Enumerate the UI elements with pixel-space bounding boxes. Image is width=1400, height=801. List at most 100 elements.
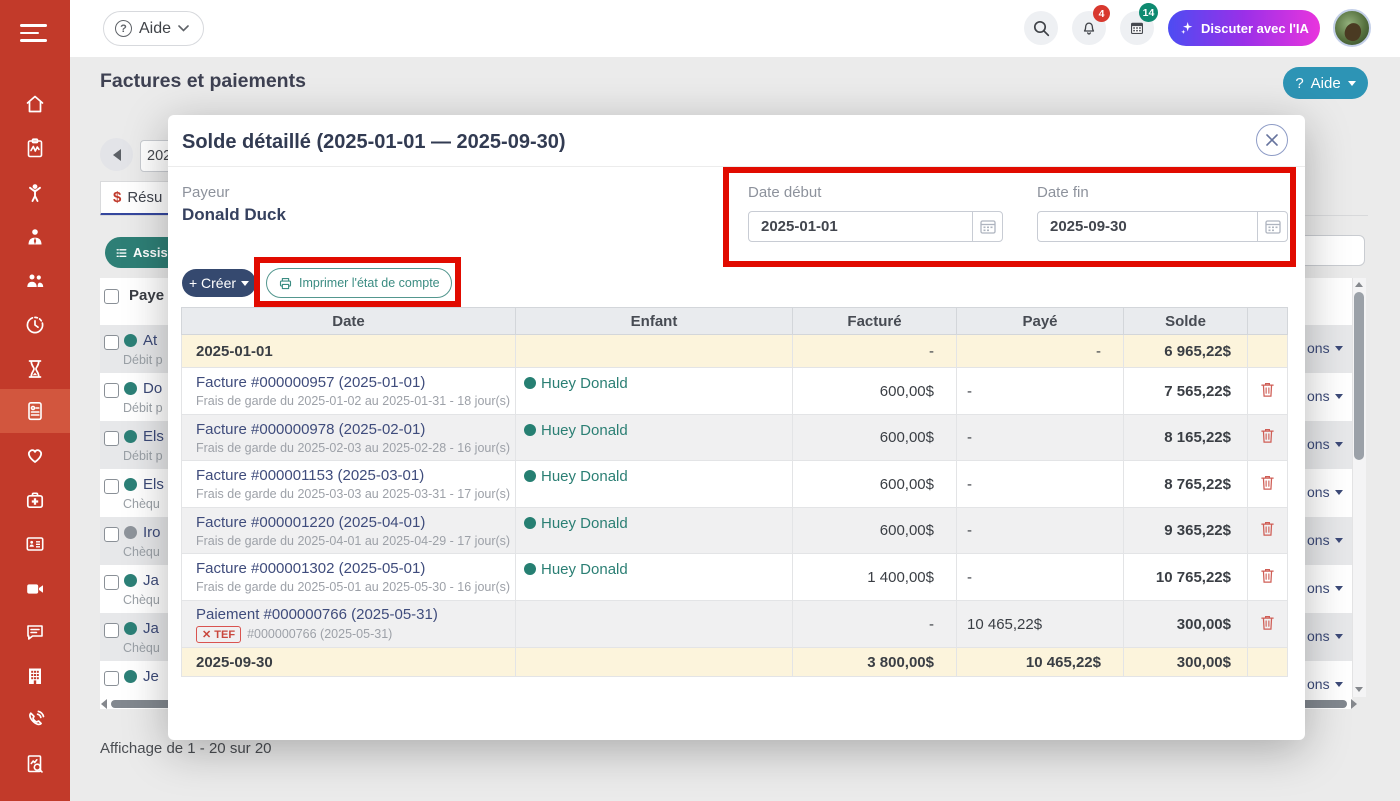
summary-row: 2025-09-30 3 800,00$ 10 465,22$ 300,00$ xyxy=(181,647,1288,677)
row-checkbox[interactable] xyxy=(104,623,119,638)
invoice-link[interactable]: Facture #000001302 (2025-05-01) xyxy=(196,560,426,577)
payment-link[interactable]: Paiement #000000766 (2025-05-31) xyxy=(196,605,438,623)
id-card-icon[interactable] xyxy=(23,532,47,556)
date-end-value: 2025-09-30 xyxy=(1050,218,1127,235)
delete-button[interactable] xyxy=(1247,553,1288,601)
payer-name[interactable]: Do xyxy=(143,380,163,397)
row-checkbox[interactable] xyxy=(104,431,119,446)
actions-dropdown[interactable]: ons xyxy=(1307,388,1343,404)
payer-name[interactable]: Iro xyxy=(143,524,161,541)
invoice-link[interactable]: Facture #000000978 (2025-02-01) xyxy=(196,420,426,438)
row-checkbox[interactable] xyxy=(104,335,119,350)
video-icon[interactable] xyxy=(23,577,47,601)
scroll-up-arrow[interactable] xyxy=(1355,282,1363,287)
people-icon[interactable] xyxy=(23,269,47,293)
create-button[interactable]: + Créer xyxy=(182,269,256,297)
scroll-left-arrow[interactable] xyxy=(101,699,107,709)
solde-amount: 10 765,22$ xyxy=(1123,553,1248,601)
question-icon: ? xyxy=(115,20,132,37)
status-dot-icon xyxy=(124,478,137,491)
payer-row[interactable]: Do Débit p ons xyxy=(100,373,1352,421)
delete-button[interactable] xyxy=(1247,507,1288,554)
payer-name[interactable]: At xyxy=(143,332,158,349)
delete-button[interactable] xyxy=(1247,600,1288,648)
child-link[interactable]: Huey Donald xyxy=(541,422,628,439)
payer-name[interactable]: Els xyxy=(143,476,164,493)
delete-button[interactable] xyxy=(1247,367,1288,415)
page-help-label: Aide xyxy=(1310,74,1341,92)
payer-name[interactable]: Je xyxy=(143,668,159,685)
scroll-right-arrow[interactable] xyxy=(1351,699,1357,709)
invoice-link[interactable]: Facture #000000957 (2025-01-01) xyxy=(196,374,426,391)
trash-icon xyxy=(1261,521,1274,536)
row-checkbox[interactable] xyxy=(104,527,119,542)
payer-row[interactable]: Els Chèqu ons xyxy=(100,469,1352,517)
actions-dropdown[interactable]: ons xyxy=(1307,340,1343,356)
create-label: + Créer xyxy=(188,275,237,291)
heart-icon[interactable] xyxy=(23,443,47,467)
invoice-subtitle: Frais de garde du 2025-05-01 au 2025-05-… xyxy=(196,580,511,594)
printer-icon xyxy=(279,277,292,289)
avatar[interactable] xyxy=(1333,9,1371,47)
select-all-checkbox[interactable] xyxy=(104,289,119,304)
scroll-down-arrow[interactable] xyxy=(1355,687,1363,692)
actions-dropdown[interactable]: ons xyxy=(1307,580,1343,596)
educator-icon[interactable] xyxy=(23,225,47,249)
actions-dropdown[interactable]: ons xyxy=(1307,484,1343,500)
row-checkbox[interactable] xyxy=(104,479,119,494)
payment-subtitle: #000000766 (2025-05-31) xyxy=(247,626,393,641)
report-search-icon[interactable] xyxy=(23,752,47,776)
actions-dropdown[interactable]: ons xyxy=(1307,676,1343,692)
building-icon[interactable] xyxy=(23,664,47,688)
clock-icon[interactable] xyxy=(23,313,47,337)
print-statement-button[interactable]: Imprimer l'état de compte xyxy=(266,268,452,298)
payer-row[interactable]: Ja Chèqu ons xyxy=(100,565,1352,613)
invoice-icon[interactable] xyxy=(23,399,47,423)
close-button[interactable] xyxy=(1256,124,1288,156)
row-checkbox[interactable] xyxy=(104,671,119,686)
solde-amount: 300,00$ xyxy=(1123,647,1248,677)
clipboard-chart-icon[interactable] xyxy=(23,136,47,160)
home-icon[interactable] xyxy=(23,92,47,116)
payer-name[interactable]: Ja xyxy=(143,620,159,637)
facture-amount: 600,00$ xyxy=(792,414,957,461)
vertical-scrollbar-thumb[interactable] xyxy=(1354,292,1364,460)
child-link[interactable]: Huey Donald xyxy=(541,561,628,578)
child-dot-icon xyxy=(524,424,536,436)
child-link[interactable]: Huey Donald xyxy=(541,375,628,392)
status-dot-icon xyxy=(124,574,137,587)
first-aid-icon[interactable] xyxy=(23,488,47,512)
pagination-status: Affichage de 1 - 20 sur 20 xyxy=(100,740,272,757)
date-start-value: 2025-01-01 xyxy=(761,218,838,235)
calendar-picker-icon[interactable] xyxy=(1257,212,1287,241)
payer-row[interactable]: Je ons xyxy=(100,661,1352,709)
actions-dropdown[interactable]: ons xyxy=(1307,532,1343,548)
invoice-link[interactable]: Facture #000001153 (2025-03-01) xyxy=(196,467,425,484)
row-checkbox[interactable] xyxy=(104,383,119,398)
delete-button[interactable] xyxy=(1247,460,1288,508)
invoice-link[interactable]: Facture #000001220 (2025-04-01) xyxy=(196,513,426,531)
chat-ai-button[interactable]: Discuter avec l'IA xyxy=(1168,10,1320,46)
hourglass-icon[interactable] xyxy=(23,357,47,381)
chat-icon[interactable] xyxy=(23,620,47,644)
tab-label: Résu xyxy=(127,189,163,206)
search-button[interactable] xyxy=(1024,11,1058,45)
payer-name[interactable]: Ja xyxy=(143,572,159,589)
prev-year-button[interactable] xyxy=(100,138,133,171)
actions-dropdown[interactable]: ons xyxy=(1307,436,1343,452)
page-help-button[interactable]: ? Aide xyxy=(1283,67,1368,99)
menu-icon[interactable] xyxy=(20,24,50,47)
date-start-input[interactable]: 2025-01-01 xyxy=(748,211,1003,242)
child-dot-icon xyxy=(524,563,536,575)
help-dropdown[interactable]: ? Aide xyxy=(103,11,205,46)
delete-button[interactable] xyxy=(1247,414,1288,461)
calendar-picker-icon[interactable] xyxy=(972,212,1002,241)
phone-icon[interactable] xyxy=(23,708,47,732)
payer-name[interactable]: Els xyxy=(143,428,164,445)
child-icon[interactable] xyxy=(23,181,47,205)
child-link[interactable]: Huey Donald xyxy=(541,515,628,532)
row-checkbox[interactable] xyxy=(104,575,119,590)
date-end-input[interactable]: 2025-09-30 xyxy=(1037,211,1288,242)
actions-dropdown[interactable]: ons xyxy=(1307,628,1343,644)
child-link[interactable]: Huey Donald xyxy=(541,468,628,485)
